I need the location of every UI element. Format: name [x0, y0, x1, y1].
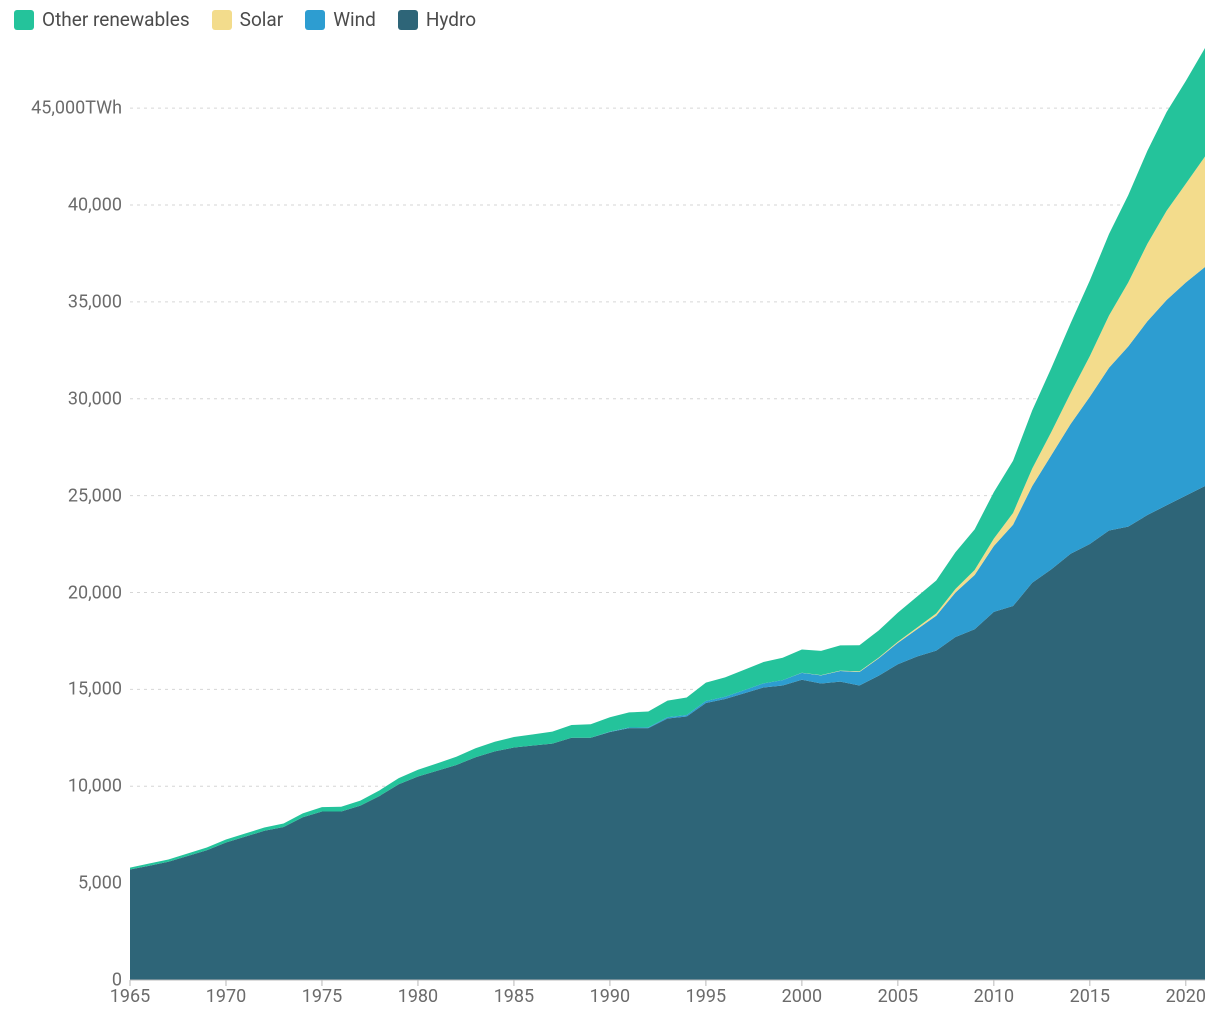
x-tick-label: 1980 [398, 986, 438, 1007]
y-tick-label: 10,000 [68, 776, 122, 797]
legend-swatch-hydro [398, 10, 418, 30]
x-tick-label: 1985 [494, 986, 534, 1007]
y-tick-label: 20,000 [68, 582, 122, 603]
legend-swatch-solar [212, 10, 232, 30]
plot-wrap: 1965197019751980198519901995200020052010… [0, 40, 1220, 1010]
chart-svg [130, 50, 1205, 980]
plot-area: 1965197019751980198519901995200020052010… [130, 50, 1205, 980]
y-tick-label: 25,000 [68, 485, 122, 506]
y-tick-label: 5,000 [78, 873, 122, 894]
chart-container: Other renewables Solar Wind Hydro 196519… [0, 0, 1220, 1020]
legend-swatch-other [14, 10, 34, 30]
y-tick-label: 35,000 [68, 291, 122, 312]
y-tick-label: 30,000 [68, 388, 122, 409]
y-tick-label: 15,000 [68, 679, 122, 700]
y-tick-label: 0 [112, 970, 122, 991]
legend-item-solar: Solar [212, 8, 284, 31]
legend-label-solar: Solar [240, 8, 284, 31]
x-tick-label: 2010 [974, 986, 1014, 1007]
legend-item-other: Other renewables [14, 8, 190, 31]
legend: Other renewables Solar Wind Hydro [14, 8, 476, 31]
x-tick-label: 2000 [782, 986, 822, 1007]
legend-label-other: Other renewables [42, 8, 190, 31]
legend-label-wind: Wind [333, 8, 376, 31]
x-tick-label: 1995 [686, 986, 726, 1007]
x-tick-label: 1990 [590, 986, 630, 1007]
x-tick-label: 2015 [1070, 986, 1110, 1007]
x-tick-label: 1975 [302, 986, 342, 1007]
x-tick-label: 1970 [206, 986, 246, 1007]
legend-item-hydro: Hydro [398, 8, 476, 31]
y-tick-label: 45,000TWh [31, 98, 122, 119]
x-tick-label: 2020 [1166, 986, 1206, 1007]
y-tick-label: 40,000 [68, 195, 122, 216]
legend-label-hydro: Hydro [426, 8, 476, 31]
legend-swatch-wind [305, 10, 325, 30]
legend-item-wind: Wind [305, 8, 376, 31]
x-tick-label: 2005 [878, 986, 918, 1007]
